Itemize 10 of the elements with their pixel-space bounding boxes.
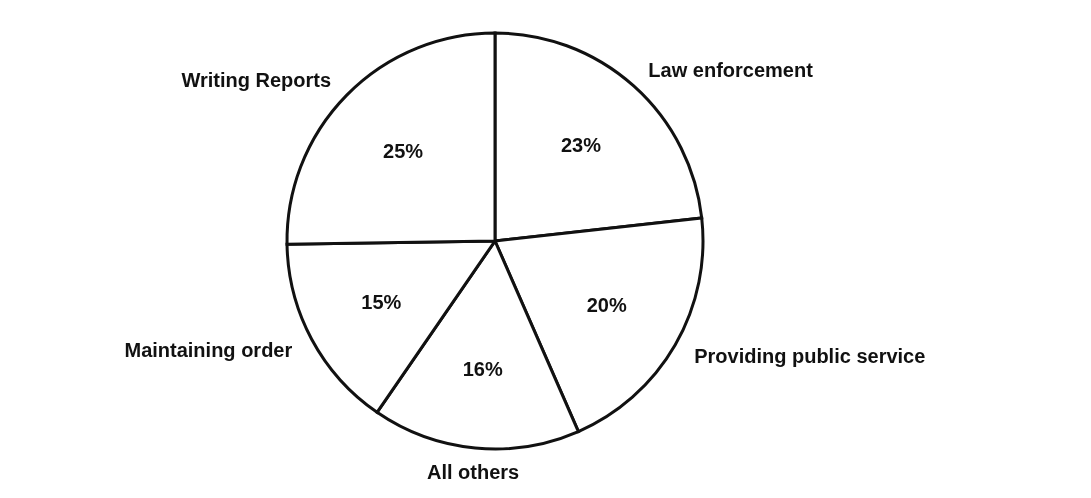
data-label: 15% (361, 290, 402, 313)
data-label: 25% (383, 139, 424, 162)
slice-label: Writing Reports (181, 68, 332, 91)
data-label: 20% (586, 294, 627, 317)
slice-label: All others (427, 460, 520, 483)
data-label: 23% (560, 133, 602, 156)
slice-label: Law enforcement (648, 58, 814, 81)
data-label: 16% (462, 358, 503, 381)
slice-label: Maintaining order (124, 338, 293, 361)
slice-label: Providing public service (694, 345, 926, 367)
